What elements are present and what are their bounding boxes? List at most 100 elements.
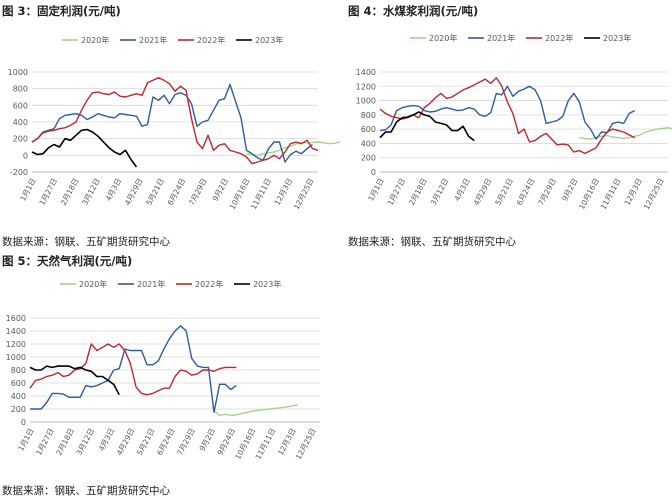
series-line-2021 <box>379 85 636 140</box>
y-tick-label: 1000 <box>356 97 376 106</box>
x-tick-label: 3月12日 <box>74 427 96 457</box>
x-tick-label: 4月3日 <box>104 177 123 203</box>
x-tick-label: 10月16日 <box>228 177 252 211</box>
figure-title: 图 3：固定利润(元/吨) <box>2 4 121 18</box>
x-tick-label: 9月2日 <box>211 177 230 203</box>
x-tick-label: 12月25日 <box>294 427 318 461</box>
chart-panel-natural-gas-profit: 图 5：天然气利润(元/吨) 0 200 400 600 800 1000 1200 1400… <box>0 250 336 501</box>
y-tick-label: 400 <box>11 392 26 401</box>
x-tick-label: 1月1日 <box>16 427 35 453</box>
x-tick-label: 6月24日 <box>515 177 537 207</box>
y-tick-label: 400 <box>13 118 28 127</box>
series-line-2023 <box>379 111 475 142</box>
x-tick-label: 11月11日 <box>254 427 278 461</box>
x-tick-label: 12月3日 <box>623 177 645 207</box>
series-line-2022 <box>31 77 319 165</box>
x-tick-label: 12月25日 <box>642 177 666 211</box>
x-tick-label: 4月29日 <box>472 177 494 207</box>
series-line-2021 <box>30 325 237 414</box>
line-chart: -200 0 200 400 600 800 1000 1月1日 1月27日 2月18日 3月12日… <box>8 35 341 211</box>
y-tick-label: 1400 <box>6 327 26 336</box>
x-tick-label: 2月18日 <box>407 177 429 207</box>
y-tick-label: 600 <box>11 379 26 388</box>
y-tick-label: 0 <box>371 168 376 177</box>
y-tick-label: 800 <box>13 85 28 94</box>
y-tick-label: 1400 <box>356 68 376 77</box>
legend-label: 2022年 <box>197 35 225 45</box>
legend-label: 2020年 <box>81 35 109 45</box>
series-line-2020 <box>246 141 341 157</box>
x-tick-label: 1月27日 <box>386 177 408 207</box>
x-tick-label: 9月24日 <box>215 427 237 457</box>
data-source: 数据来源：钢联、五矿期货研究中心 <box>2 485 170 497</box>
y-tick-label: 1200 <box>356 82 376 91</box>
x-tick-label: 12月25日 <box>292 177 316 211</box>
x-tick-label: 9月2日 <box>560 177 579 203</box>
y-tick-label: 800 <box>361 111 376 120</box>
series-line-2022 <box>29 343 237 396</box>
x-tick-label: 12月3日 <box>276 427 298 457</box>
x-tick-label: 2月18日 <box>59 177 81 207</box>
x-tick-label: 1月27日 <box>34 427 56 457</box>
x-tick-label: 1月1日 <box>366 177 385 203</box>
x-tick-label: 10月16日 <box>577 177 601 211</box>
y-tick-label: 1200 <box>6 340 26 349</box>
x-tick-label: 4月29日 <box>115 427 137 457</box>
legend-label: 2020年 <box>429 33 457 43</box>
x-tick-label: 1月27日 <box>37 177 59 207</box>
x-tick-label: 5月21日 <box>493 177 515 207</box>
legend-label: 2022年 <box>545 33 573 43</box>
y-tick-label: 600 <box>361 125 376 134</box>
x-tick-label: 11月11日 <box>249 177 273 211</box>
x-tick-label: 6月24日 <box>155 427 177 457</box>
figure-title: 图 5：天然气利润(元/吨) <box>2 254 133 268</box>
x-tick-label: 1月1日 <box>18 177 37 203</box>
chart-panel-coal-water-slurry-profit: 图 4：水煤浆利润(元/吨) 0 200 400 600 800 1000 1200 1400… <box>346 0 672 250</box>
y-tick-label: 200 <box>11 405 26 414</box>
y-tick-label: 200 <box>361 154 376 163</box>
x-tick-label: 4月29日 <box>123 177 145 207</box>
data-source: 数据来源：钢联、五矿期货研究中心 <box>2 236 170 248</box>
legend-label: 2022年 <box>195 279 223 289</box>
x-tick-label: 7月29日 <box>175 427 197 457</box>
y-tick-label: 1000 <box>6 353 26 362</box>
x-tick-label: 6月24日 <box>166 177 188 207</box>
y-tick-label: 0 <box>21 418 26 427</box>
x-tick-label: 4月3日 <box>97 427 116 453</box>
series-line-2021 <box>31 83 313 163</box>
x-tick-label: 7月29日 <box>536 177 558 207</box>
series-line-2023 <box>31 128 138 168</box>
line-chart: 0 200 400 600 800 1000 1200 1400 1600 1月1日1月27日2月… <box>6 279 320 461</box>
y-tick-label: 1600 <box>6 314 26 323</box>
legend-label: 2023年 <box>253 279 281 289</box>
legend-label: 2023年 <box>255 35 283 45</box>
chart-panel-fixed-bed-profit: 图 3：固定利润(元/吨) -200 0 200 400 600 800 1000 1月1日 1… <box>0 0 341 250</box>
x-tick-label: 12月3日 <box>273 177 295 207</box>
data-source: 数据来源：钢联、五矿期货研究中心 <box>348 236 516 248</box>
legend-label: 2020年 <box>79 279 107 289</box>
y-tick-label: 600 <box>13 101 28 110</box>
x-tick-label: 3月12日 <box>429 177 451 207</box>
legend-label: 2021年 <box>139 35 167 45</box>
legend-label: 2023年 <box>603 33 631 43</box>
y-tick-label: 0 <box>23 151 28 160</box>
x-tick-label: 5月21日 <box>135 427 157 457</box>
x-tick-label: 3月12日 <box>80 177 102 207</box>
y-tick-label: 800 <box>11 366 26 375</box>
y-tick-label: 400 <box>361 139 376 148</box>
x-tick-label: 7月29日 <box>187 177 209 207</box>
x-tick-label: 9月2日 <box>198 427 217 453</box>
y-tick-label: 1000 <box>8 68 28 77</box>
series-line-2020 <box>213 404 298 417</box>
legend-label: 2021年 <box>487 33 515 43</box>
line-chart: 0 200 400 600 800 1000 1200 1400 1月1日 1月27日 2月18日 3… <box>356 33 672 211</box>
y-tick-label: -200 <box>10 168 28 177</box>
figure-title: 图 4：水煤浆利润(元/吨) <box>348 4 479 18</box>
series-line-2022 <box>379 76 636 155</box>
y-tick-label: 200 <box>13 135 28 144</box>
x-tick-label: 2月18日 <box>54 427 76 457</box>
series-line-2023 <box>29 365 120 396</box>
x-tick-label: 5月21日 <box>144 177 166 207</box>
x-tick-label: 4月3日 <box>452 177 471 203</box>
legend-label: 2021年 <box>137 279 165 289</box>
